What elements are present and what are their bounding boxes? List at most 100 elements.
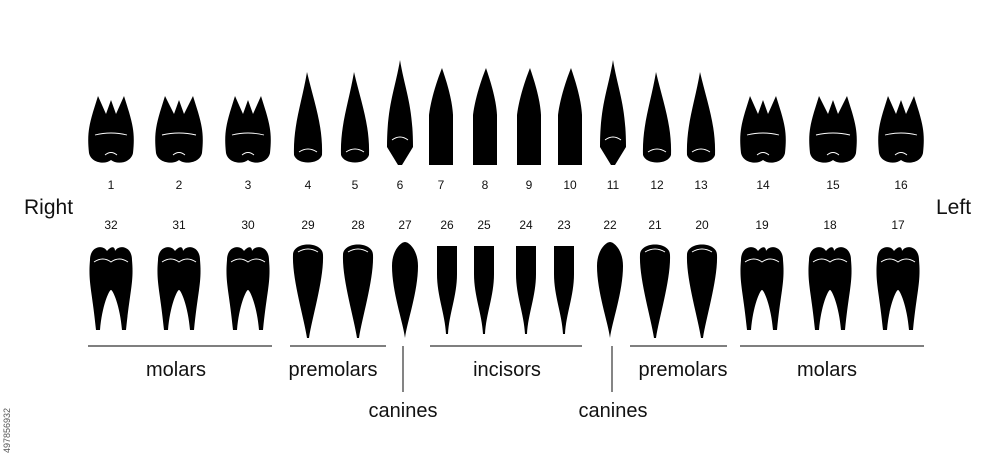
upper-tooth: 1 (88, 96, 134, 192)
lower-tooth: 26 (437, 218, 457, 334)
upper-tooth: 12 (642, 72, 672, 192)
upper-tooth-incisor-shape (558, 68, 582, 165)
lower-tooth-incisor-shape (554, 246, 574, 334)
molars-left-label: molars (797, 359, 857, 381)
lower-tooth: 30 (226, 218, 270, 330)
upper-tooth-premolar-shape (642, 72, 672, 163)
upper-tooth: 10 (558, 68, 582, 192)
upper-tooth-incisor-shape (429, 68, 453, 165)
lower-tooth-canine-shape (597, 242, 623, 338)
upper-tooth-crease (391, 136, 409, 141)
lower-tooth: 23 (554, 218, 574, 334)
lower-tooth-crease (347, 248, 369, 253)
upper-tooth-crease (691, 148, 711, 153)
upper-tooth: 13 (686, 72, 716, 192)
lower-tooth-crease (880, 258, 916, 263)
lower-tooth: 32 (89, 218, 133, 330)
lower-tooth: 22 (597, 218, 623, 338)
right-side-label: Right (24, 196, 73, 219)
upper-tooth: 16 (878, 96, 924, 192)
lower-tooth-number: 18 (823, 218, 837, 232)
lower-tooth-number: 21 (648, 218, 662, 232)
lower-tooth-crease (691, 248, 713, 253)
upper-tooth: 8 (473, 68, 497, 192)
upper-tooth-crease (815, 132, 851, 156)
lower-tooth: 27 (392, 218, 418, 338)
upper-tooth-canine-shape (600, 60, 626, 165)
upper-tooth: 14 (740, 96, 786, 192)
upper-tooth-number: 1 (108, 178, 115, 192)
upper-tooth-number: 15 (826, 178, 840, 192)
upper-tooth-number: 14 (756, 178, 770, 192)
molars-right-label: molars (146, 359, 206, 381)
lower-tooth-molar-shape (226, 247, 270, 330)
upper-tooth-number: 12 (650, 178, 664, 192)
lower-tooth-number: 30 (241, 218, 255, 232)
upper-tooth-incisor-shape (473, 68, 497, 165)
upper-tooth-number: 13 (694, 178, 708, 192)
upper-tooth-number: 3 (245, 178, 252, 192)
lower-tooth: 18 (808, 218, 852, 330)
upper-tooth-number: 5 (352, 178, 359, 192)
lower-tooth: 28 (342, 218, 374, 338)
upper-tooth-crease (161, 132, 197, 156)
lower-tooth-molar-shape (157, 247, 201, 330)
upper-teeth-row: 1 2 3 4 5 6 7 8 9 10 11 12 13 14 15 16 (88, 60, 924, 192)
upper-tooth-molar3-shape (88, 96, 134, 163)
lower-tooth: 17 (876, 218, 920, 330)
upper-tooth-number: 6 (397, 178, 404, 192)
lower-tooth: 25 (474, 218, 494, 334)
upper-tooth-premolar-shape (340, 72, 370, 163)
lower-tooth-number: 20 (695, 218, 709, 232)
lower-tooth-canine-shape (392, 242, 418, 338)
upper-tooth-number: 9 (526, 178, 533, 192)
lower-tooth-number: 19 (755, 218, 769, 232)
upper-tooth-crease (231, 132, 265, 156)
lower-tooth-number: 26 (440, 218, 454, 232)
upper-tooth: 4 (293, 72, 323, 192)
lower-tooth-number: 28 (351, 218, 365, 232)
upper-tooth: 3 (225, 96, 271, 192)
upper-tooth-molar2-shape (155, 96, 203, 163)
upper-tooth-crease (884, 132, 918, 156)
lower-tooth-incisor-shape (437, 246, 457, 334)
upper-tooth-premolar-shape (686, 72, 716, 163)
upper-tooth-number: 16 (894, 178, 908, 192)
lower-tooth-premolar-shape (292, 244, 324, 338)
upper-tooth-molar3-shape (878, 96, 924, 163)
lower-tooth-crease (230, 258, 266, 263)
lower-tooth-number: 25 (477, 218, 491, 232)
lower-tooth: 29 (292, 218, 324, 338)
upper-tooth-number: 10 (563, 178, 577, 192)
upper-tooth-incisor-shape (517, 68, 541, 165)
upper-tooth-molar2-shape (809, 96, 857, 163)
lower-tooth-crease (297, 248, 319, 253)
lower-tooth-molar-shape (740, 247, 784, 330)
upper-tooth: 7 (429, 68, 453, 192)
lower-tooth-number: 31 (172, 218, 186, 232)
upper-tooth-premolar-shape (293, 72, 323, 163)
lower-tooth-number: 23 (557, 218, 571, 232)
upper-tooth-number: 4 (305, 178, 312, 192)
upper-tooth-molar3-shape (740, 96, 786, 163)
upper-tooth: 15 (809, 96, 857, 192)
upper-tooth-number: 8 (482, 178, 489, 192)
upper-tooth-crease (345, 148, 365, 153)
stock-id-text: 497856932 (2, 407, 12, 453)
lower-tooth-premolar-shape (342, 244, 374, 338)
upper-tooth: 5 (340, 72, 370, 192)
upper-tooth: 11 (600, 60, 626, 192)
stock-id: 497856932 (2, 345, 16, 455)
lower-tooth-premolar-shape (686, 244, 718, 338)
upper-tooth-crease (746, 132, 780, 156)
lower-tooth: 31 (157, 218, 201, 330)
lower-tooth: 24 (516, 218, 536, 334)
upper-tooth-molar3-shape (225, 96, 271, 163)
lower-tooth-molar-shape (808, 247, 852, 330)
lower-tooth-molar-shape (89, 247, 133, 330)
premolars-left-label: premolars (639, 359, 728, 381)
upper-tooth-canine-shape (387, 60, 413, 165)
left-side-label: Left (936, 196, 971, 219)
